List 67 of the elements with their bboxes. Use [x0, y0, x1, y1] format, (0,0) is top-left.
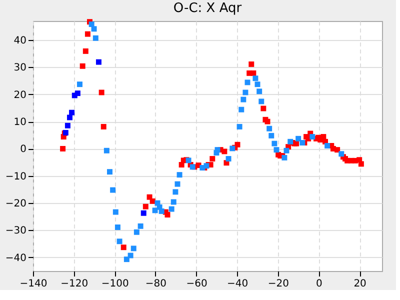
point [324, 142, 330, 148]
point [268, 132, 274, 138]
point [88, 22, 94, 27]
point [258, 98, 264, 104]
point [296, 136, 302, 142]
x-tick-label: −80 [145, 278, 167, 290]
point [91, 26, 97, 32]
y-tick-label: 10 [14, 117, 26, 128]
point [92, 35, 98, 41]
point [158, 208, 164, 214]
y-tick-label: 0 [20, 144, 26, 156]
point [240, 96, 246, 102]
point [140, 210, 146, 216]
y-tick-label: −10 [5, 171, 26, 182]
point [338, 151, 344, 157]
point [152, 208, 158, 214]
point [69, 110, 75, 116]
point [284, 148, 290, 154]
point [238, 106, 244, 112]
point [114, 224, 120, 230]
point [256, 88, 262, 94]
y-tick-label: −20 [5, 198, 26, 210]
point [96, 59, 102, 65]
chart-title: O-C: X Aqr [173, 1, 242, 16]
x-tick-label: −120 [60, 278, 88, 290]
point [214, 147, 220, 153]
point [310, 134, 316, 140]
point [104, 148, 110, 154]
point [174, 181, 180, 187]
point [236, 124, 242, 130]
point [64, 122, 70, 128]
point [128, 252, 134, 258]
x-tick-label: 0 [316, 278, 322, 290]
y-tick-label: 40 [14, 36, 26, 47]
point [77, 82, 82, 88]
point [74, 90, 80, 96]
point [242, 90, 248, 96]
point [274, 147, 280, 153]
y-tick-label: 30 [14, 62, 26, 74]
x-tick-label: −40 [227, 278, 248, 290]
point [272, 140, 278, 146]
y-tick-label: 20 [14, 90, 26, 101]
x-tick-label: −140 [20, 278, 48, 290]
point [134, 229, 140, 235]
y-tick-label: −30 [5, 226, 26, 237]
point [110, 187, 116, 193]
x-tick-label: 20 [354, 278, 366, 290]
point [107, 169, 112, 175]
point [254, 82, 260, 88]
y-tick-label: −40 [5, 252, 26, 264]
x-tick-label: −60 [186, 278, 208, 290]
x-tick-label: −100 [101, 278, 129, 290]
point [170, 199, 176, 205]
point [252, 76, 258, 82]
x-tick-label: −20 [268, 278, 289, 290]
point [176, 172, 182, 178]
point [116, 238, 122, 244]
point [230, 146, 236, 152]
point [130, 246, 136, 252]
point [266, 126, 272, 132]
point [124, 256, 130, 262]
point [168, 206, 174, 212]
point [172, 189, 178, 195]
point [226, 156, 232, 162]
point [138, 223, 144, 229]
point [244, 80, 250, 86]
point [112, 209, 118, 215]
